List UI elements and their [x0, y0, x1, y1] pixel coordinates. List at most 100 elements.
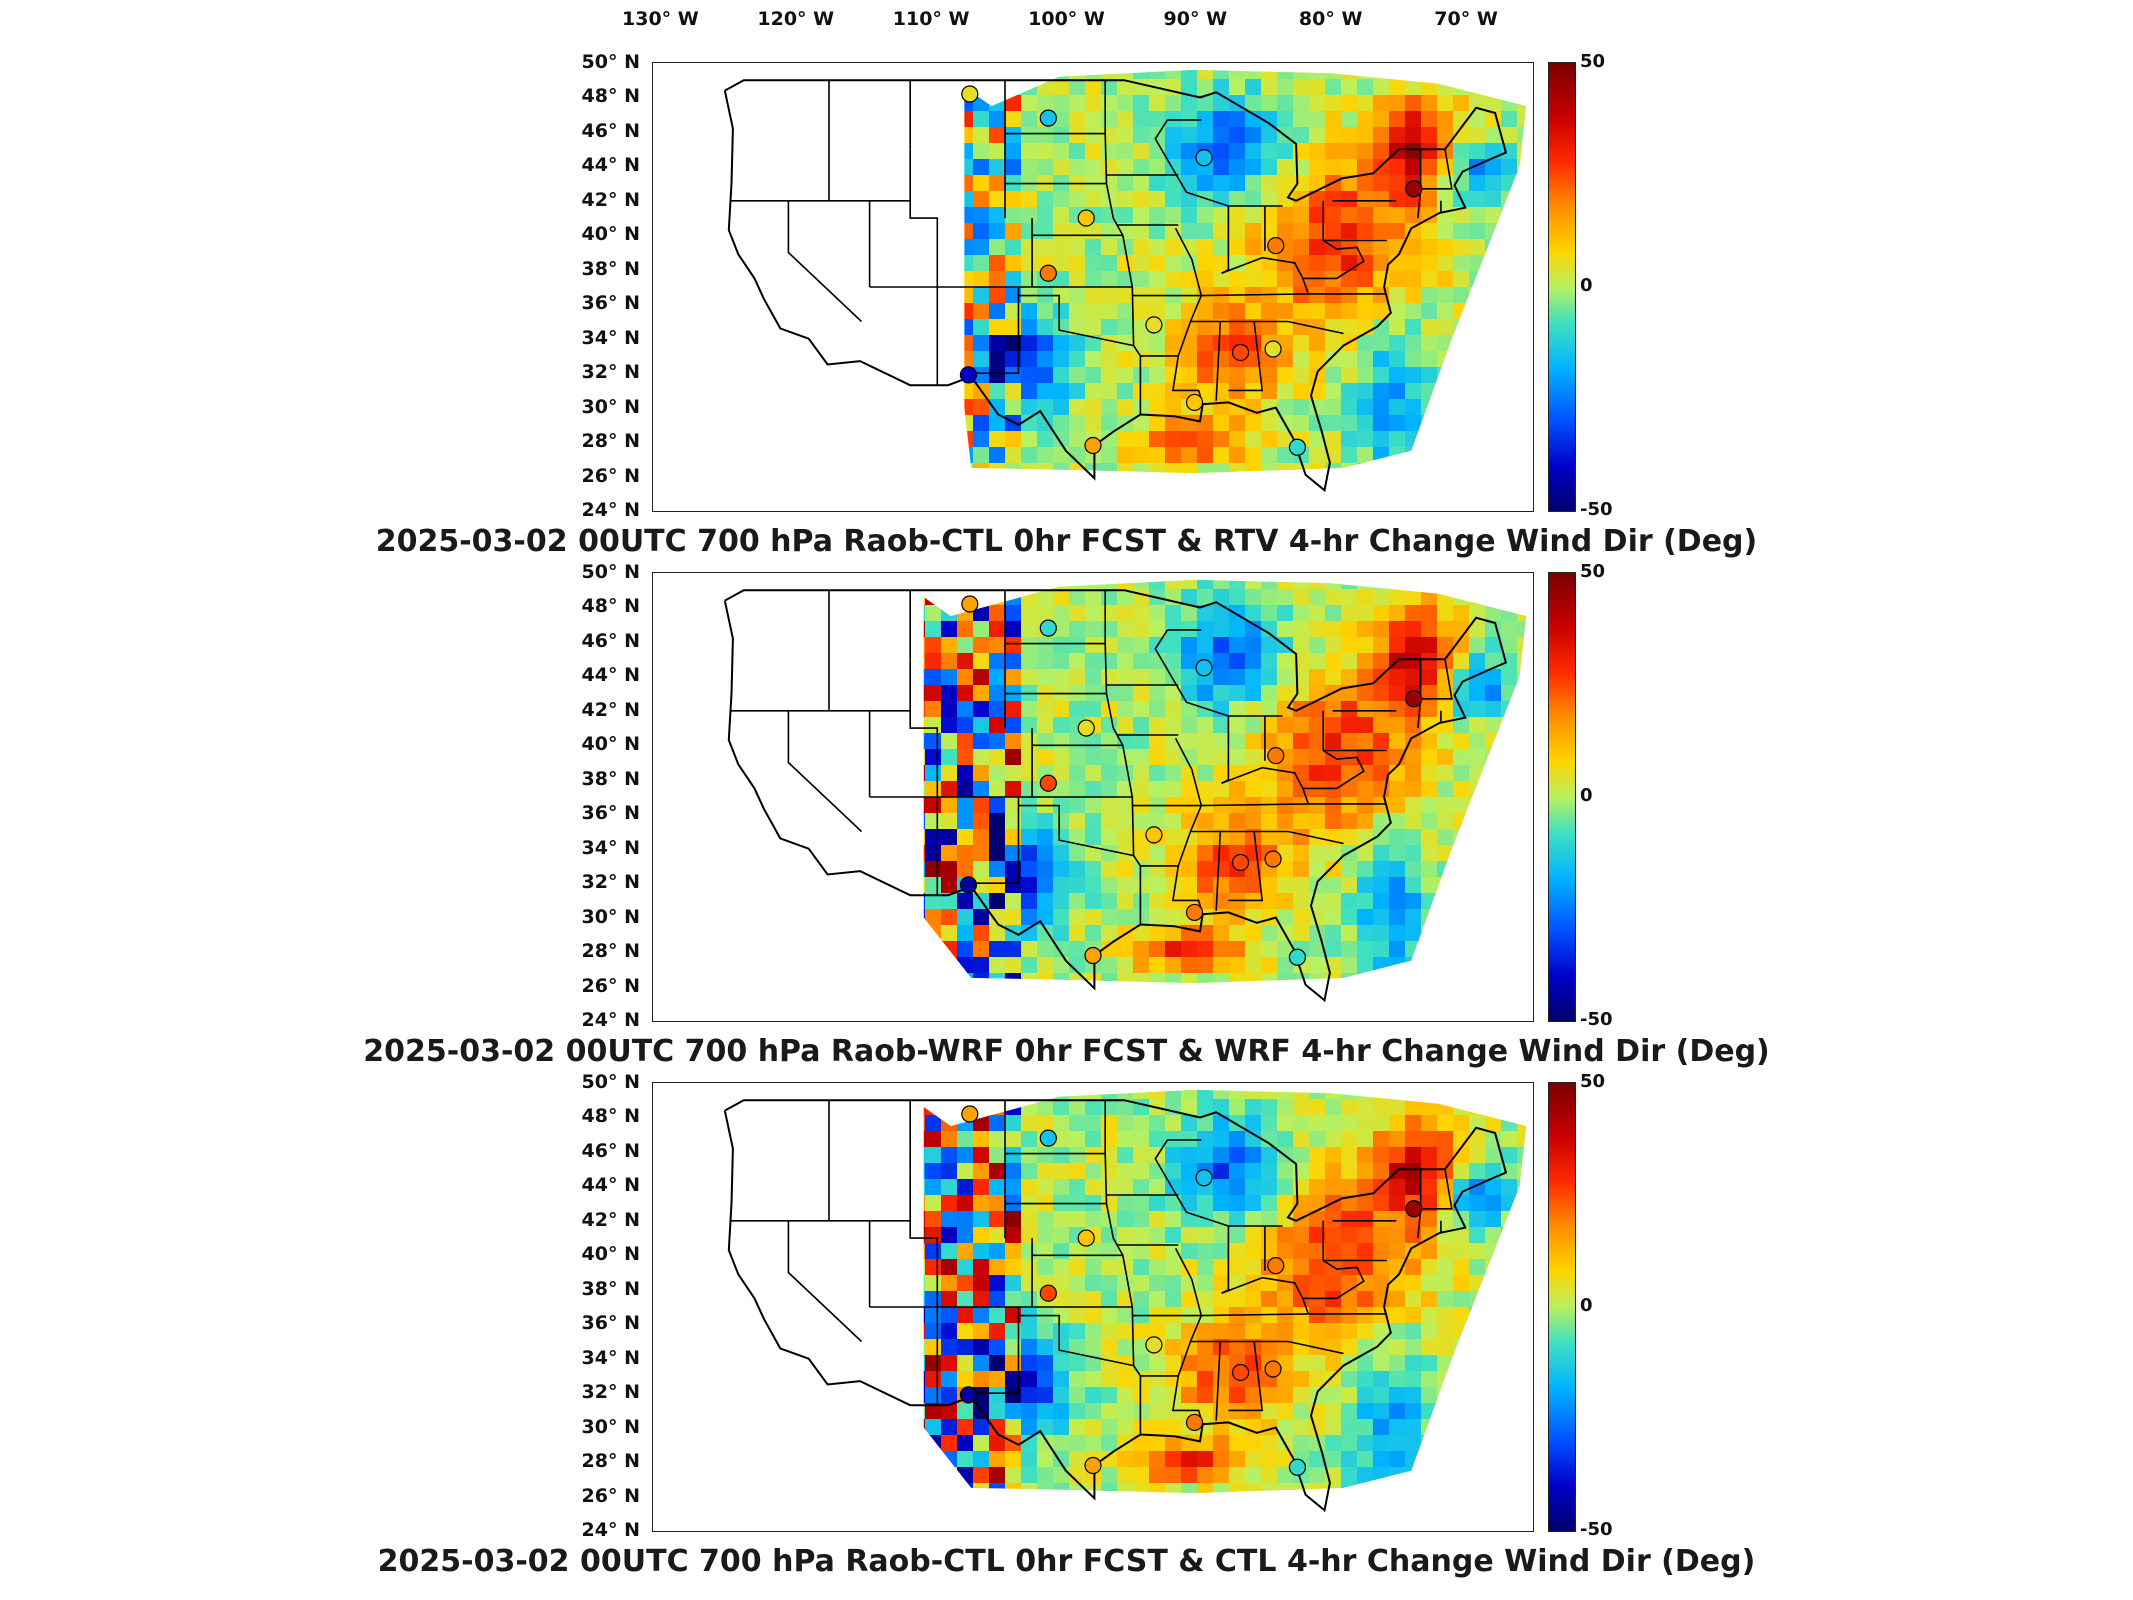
- state-boundary: [1190, 830, 1344, 845]
- latitude-tick-label: 46° N: [581, 629, 640, 652]
- raob-station-marker: [1077, 209, 1095, 227]
- latitude-tick-label: 36° N: [581, 802, 640, 825]
- raob-station-marker: [1039, 1284, 1057, 1302]
- raob-station-marker: [1084, 1456, 1102, 1475]
- colorbar-tick-label: 50: [1580, 51, 1606, 72]
- state-boundary: [1171, 228, 1204, 405]
- longitude-tick-label: 90° W: [1163, 8, 1228, 30]
- raob-station-marker: [1195, 1169, 1213, 1187]
- raob-station-marker: [1185, 393, 1204, 412]
- raob-station-marker: [1185, 903, 1204, 922]
- latitude-tick-label: 40° N: [581, 733, 640, 756]
- raob-station-marker: [1195, 149, 1213, 167]
- raob-station-marker: [1231, 853, 1250, 872]
- state-boundary: [1104, 1153, 1142, 1435]
- state-boundary: [1154, 1139, 1229, 1227]
- raob-station-marker: [1264, 340, 1282, 358]
- raob-station-marker: [1231, 343, 1250, 362]
- raob-station-marker: [959, 876, 978, 894]
- latitude-tick-label: 28° N: [581, 1450, 640, 1473]
- map-frame: [652, 1082, 1534, 1532]
- latitude-tick-label: 42° N: [581, 1208, 640, 1231]
- state-boundary: [1221, 256, 1310, 295]
- colorbar-tick-label: -50: [1580, 1009, 1613, 1030]
- state-boundary: [1171, 738, 1204, 915]
- state-boundary: [1420, 1169, 1453, 1210]
- raob-station-marker: [1288, 438, 1307, 456]
- state-boundary: [1302, 239, 1365, 280]
- raob-station-marker: [1145, 316, 1163, 334]
- raob-station-marker: [1405, 180, 1423, 198]
- panel-title: 2025-03-02 00UTC 700 hPa Raob-CTL 0hr FC…: [377, 1544, 1756, 1579]
- latitude-tick-label: 32° N: [581, 871, 640, 894]
- raob-station-marker: [961, 1105, 979, 1123]
- state-boundary: [969, 797, 1020, 884]
- colorbar-tick-label: 0: [1580, 1295, 1593, 1316]
- raob-station-marker: [1288, 1458, 1307, 1476]
- state-boundary: [1228, 321, 1264, 392]
- latitude-tick-label: 28° N: [581, 940, 640, 963]
- raob-station-marker: [1145, 1336, 1163, 1354]
- latitude-tick-label: 48° N: [581, 595, 640, 618]
- latitude-tick-label: 24° N: [581, 499, 640, 521]
- latitude-tick-label: 32° N: [581, 1381, 640, 1404]
- map-svg: [723, 1089, 1527, 1513]
- colorbar-tick-label: 0: [1580, 785, 1593, 806]
- latitude-tick-label: 40° N: [581, 223, 640, 246]
- state-boundary: [1215, 1341, 1222, 1421]
- raob-station-marker: [959, 1386, 978, 1404]
- state-boundary: [1018, 294, 1134, 347]
- raob-station-marker: [1264, 1360, 1282, 1378]
- raob-station-marker: [1039, 774, 1057, 792]
- longitude-tick-label: 110° W: [892, 8, 970, 30]
- map-frame: [652, 62, 1534, 512]
- state-boundary: [969, 1307, 1020, 1394]
- latitude-tick-label: 38° N: [581, 1277, 640, 1300]
- state-boundary: [1302, 1259, 1365, 1300]
- latitude-tick-label: 50° N: [581, 561, 640, 583]
- state-boundary: [1228, 1341, 1264, 1412]
- latitude-tick-label: 34° N: [581, 326, 640, 349]
- latitude-tick-label: 30° N: [581, 1415, 640, 1438]
- raob-station-marker: [959, 366, 978, 384]
- raob-station-marker: [1077, 719, 1095, 737]
- raob-station-marker: [1084, 946, 1102, 965]
- latitude-tick-label: 38° N: [581, 767, 640, 790]
- longitude-tick-label: 80° W: [1298, 8, 1363, 30]
- raob-station-marker: [1039, 109, 1057, 127]
- raob-station-marker: [1077, 1229, 1095, 1247]
- state-boundary: [1201, 1313, 1309, 1317]
- map-svg: [723, 69, 1527, 493]
- latitude-tick-label: 48° N: [581, 1105, 640, 1128]
- state-boundary: [1221, 766, 1310, 805]
- latitude-tick-label: 44° N: [581, 1174, 640, 1197]
- state-boundary: [909, 149, 939, 386]
- colorbar-tick-label: 0: [1580, 275, 1593, 296]
- state-boundary: [1018, 1314, 1134, 1367]
- latitude-tick-label: 30° N: [581, 905, 640, 928]
- state-boundary: [1104, 643, 1142, 925]
- raob-station-marker: [1039, 619, 1057, 637]
- coastline: [723, 1099, 1508, 1513]
- latitude-tick-label: 44° N: [581, 154, 640, 177]
- raob-station-marker: [961, 595, 979, 613]
- coastline: [723, 79, 1508, 493]
- raob-station-marker: [1267, 1257, 1285, 1275]
- latitude-tick-label: 38° N: [581, 257, 640, 280]
- raob-station-marker: [1185, 1413, 1204, 1432]
- colorbar: [1548, 62, 1576, 512]
- raob-station-marker: [1405, 1200, 1423, 1218]
- state-boundary: [1215, 321, 1222, 401]
- state-boundary: [1171, 1248, 1204, 1425]
- colorbar-tick-label: -50: [1580, 499, 1613, 520]
- latitude-tick-label: 42° N: [581, 188, 640, 211]
- state-boundary: [1302, 749, 1365, 790]
- latitude-tick-label: 26° N: [581, 464, 640, 487]
- longitude-tick-label: 70° W: [1434, 8, 1498, 30]
- latitude-tick-label: 36° N: [581, 1312, 640, 1335]
- latitude-tick-label: 30° N: [581, 395, 640, 418]
- state-boundary: [1201, 293, 1309, 297]
- latitude-tick-label: 28° N: [581, 430, 640, 453]
- raob-station-marker: [1267, 747, 1285, 765]
- colorbar-tick-label: 50: [1580, 561, 1606, 582]
